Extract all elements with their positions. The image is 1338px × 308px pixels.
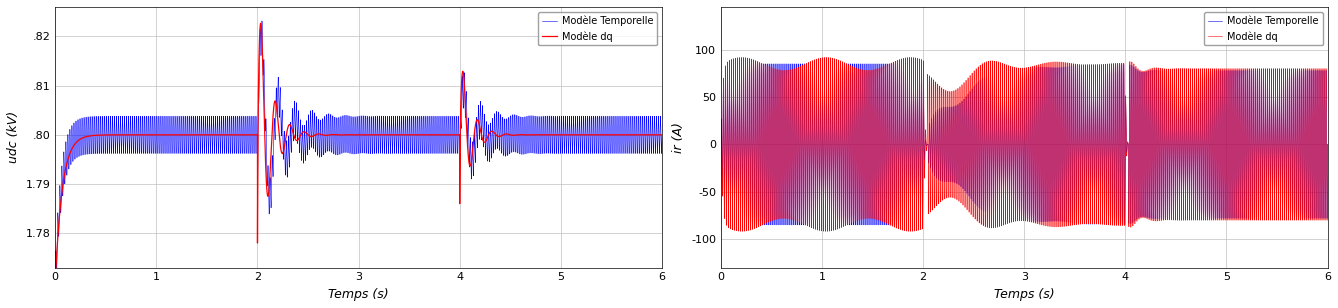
Modèle dq (240, 133, 256, 137)
Modèle Temporelle (425, 138, 442, 142)
Modèle dq (1242, 87, 1258, 91)
Modèle Temporelle (575, 119, 591, 123)
Modèle Temporelle (151, 147, 167, 150)
Line: Modèle Temporelle: Modèle Temporelle (721, 64, 1327, 225)
Modèle dq (1242, 207, 1258, 210)
Modèle Temporelle (713, 143, 729, 146)
Modèle Temporelle (723, 223, 739, 227)
Modèle Temporelle (47, 281, 63, 284)
Modèle Temporelle (1252, 217, 1268, 220)
Modèle dq (575, 133, 591, 137)
Modèle dq (577, 133, 593, 137)
Modèle dq (47, 281, 63, 284)
Modèle dq (1252, 218, 1268, 222)
Modèle dq (1090, 162, 1107, 166)
X-axis label: Temps (s): Temps (s) (328, 288, 389, 301)
Modèle Temporelle (586, 152, 602, 155)
Modèle dq (818, 206, 834, 210)
Y-axis label: ir (A): ir (A) (673, 122, 685, 153)
Line: Modèle Temporelle: Modèle Temporelle (55, 21, 662, 282)
Modèle dq (654, 133, 670, 137)
Modèle Temporelle (1319, 143, 1335, 146)
Modèle Temporelle (1242, 89, 1258, 92)
Modèle Temporelle (254, 19, 270, 23)
Legend: Modèle Temporelle, Modèle dq: Modèle Temporelle, Modèle dq (538, 12, 657, 46)
Modèle dq (906, 59, 922, 62)
Modèle Temporelle (906, 64, 922, 68)
Modèle Temporelle (240, 115, 256, 119)
Modèle dq (425, 133, 442, 137)
Modèle Temporelle (654, 133, 670, 137)
Modèle dq (253, 22, 269, 25)
Line: Modèle dq: Modèle dq (721, 57, 1327, 231)
Modèle dq (819, 55, 835, 59)
Line: Modèle dq: Modèle dq (55, 23, 662, 282)
Modèle dq (713, 143, 729, 146)
Modèle dq (1319, 143, 1335, 146)
Y-axis label: udc (kV): udc (kV) (7, 111, 20, 163)
Modèle dq (151, 133, 167, 137)
Modèle Temporelle (1090, 162, 1107, 166)
Legend: Modèle Temporelle, Modèle dq: Modèle Temporelle, Modèle dq (1204, 12, 1323, 46)
Modèle dq (902, 229, 918, 233)
Modèle Temporelle (1242, 205, 1258, 209)
Modèle Temporelle (721, 62, 737, 66)
Modèle Temporelle (818, 205, 834, 208)
Modèle dq (586, 133, 602, 137)
Modèle Temporelle (577, 148, 593, 152)
X-axis label: Temps (s): Temps (s) (994, 288, 1054, 301)
